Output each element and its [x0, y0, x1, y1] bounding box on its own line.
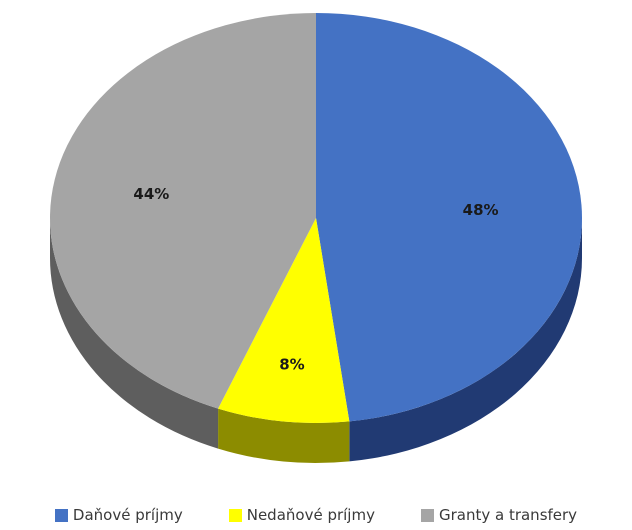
legend-label-nedanove: Nedaňové príjmy [246, 506, 375, 524]
pie-side-granty [50, 218, 219, 449]
legend-label-danove: Daňové príjmy [72, 506, 183, 524]
pie-slice-granty [50, 13, 317, 409]
legend-swatch-nedanove [228, 508, 242, 522]
pie-side-nedanove [218, 408, 350, 463]
slice-value-label-granty: 44% [133, 185, 169, 203]
pie-slice-nedanove [218, 218, 350, 423]
pie-side-danove [349, 218, 582, 462]
legend-swatch-granty [420, 508, 434, 522]
slice-value-label-nedanove: 8% [279, 355, 304, 373]
legend-swatch-danove [54, 508, 68, 522]
legend: Daňové príjmy Nedaňové príjmy Granty a t… [0, 505, 632, 525]
pie-chart: 48% 8% 44% [50, 13, 583, 463]
legend-item-danove: Daňové príjmy [54, 505, 183, 525]
pie-slice-danove [316, 13, 583, 422]
legend-label-granty: Granty a transfery [438, 506, 578, 524]
slice-value-label-danove: 48% [463, 201, 499, 219]
legend-item-nedanove: Nedaňové príjmy [228, 505, 375, 525]
legend-item-granty: Granty a transfery [420, 505, 578, 525]
